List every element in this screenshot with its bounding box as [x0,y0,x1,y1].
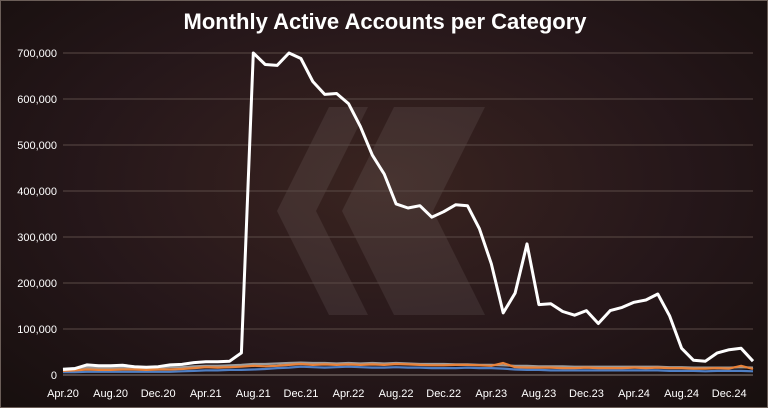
y-tick-label: 300,000 [17,232,57,244]
x-tick-label: Aug.20 [93,388,128,400]
series-line [63,365,754,374]
x-tick-label: Apr.24 [618,388,650,400]
y-tick-label: 200,000 [17,278,57,290]
y-tick-label: 100,000 [17,324,57,336]
x-tick-label: Apr.20 [47,388,79,400]
x-tick-label: Dec.23 [569,388,604,400]
x-tick-label: Aug.22 [379,388,414,400]
series-line [62,361,754,372]
x-tick-label: Dec.20 [141,388,176,400]
x-tick-label: Dec.22 [426,388,461,400]
x-tick-label: Apr.21 [190,388,222,400]
y-tick-label: 400,000 [17,186,57,198]
chart-title: Monthly Active Accounts per Category [183,9,587,34]
series-line [62,51,755,371]
x-tick-label: Aug.21 [236,388,271,400]
x-tick-label: Dec.24 [712,388,747,400]
y-tick-label: 600,000 [17,94,57,106]
x-tick-label: Dec.21 [284,388,319,400]
y-tick-label: 0 [51,370,57,382]
x-tick-label: Aug.24 [664,388,699,400]
x-tick-label: Apr.22 [333,388,365,400]
y-tick-label: 500,000 [17,140,57,152]
x-tick-label: Aug.23 [521,388,556,400]
hive-logo-watermark [277,107,485,315]
y-tick-label: 700,000 [17,48,57,60]
x-tick-label: Apr.23 [475,388,507,400]
